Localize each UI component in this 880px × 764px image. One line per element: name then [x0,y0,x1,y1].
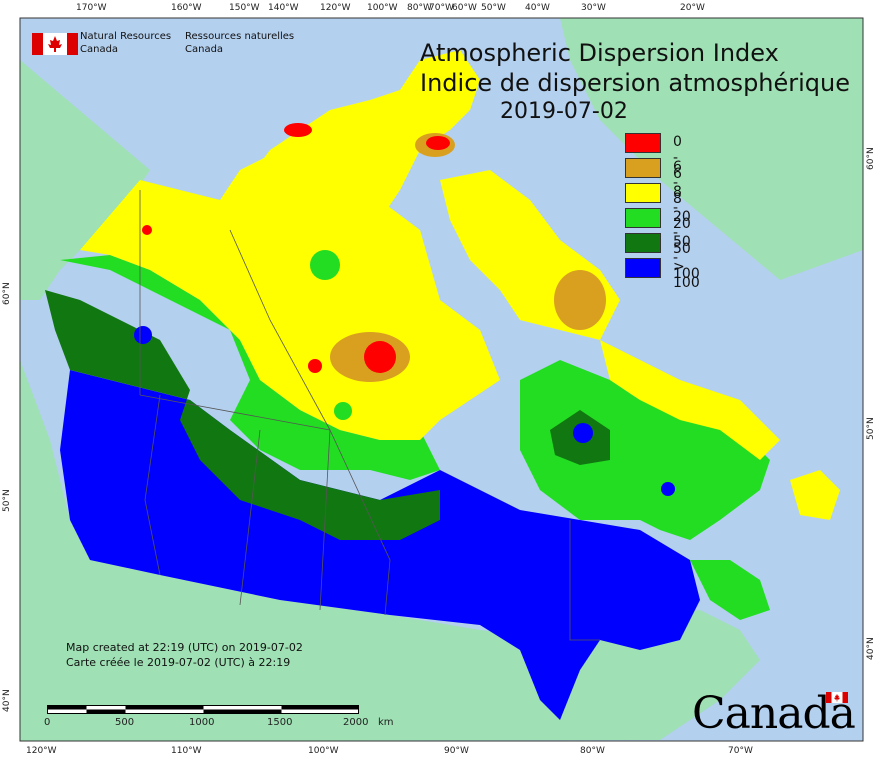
hotspot-nwt-red [308,359,322,373]
agency-name-en-2: Canada [80,44,119,55]
grid-top-label: 100°W [367,3,398,13]
scale-tick: 1000 [189,717,215,728]
legend-label: 6 - 8 [673,159,682,207]
grid-bottom-label: 100°W [308,746,339,756]
scale-tick: 500 [115,717,135,728]
title-french: Indice de dispersion atmosphérique [420,69,851,97]
labrador-yellow [600,340,780,460]
scale-bar-graphic [47,705,359,714]
hotspot-green-2 [310,250,340,280]
creation-note: Map created at 22:19 (UTC) on 2019-07-02… [66,640,303,670]
grid-left-label: 60°N [2,282,12,305]
grid-right-label: 50°N [866,417,876,440]
creation-note-en: Map created at 22:19 (UTC) on 2019-07-02 [66,641,303,654]
grid-bottom-label: 110°W [171,746,202,756]
scale-bar: 0 500 1000 1500 2000 km [44,705,394,729]
grid-right-label: 60°N [866,147,876,170]
region-green-east [520,360,770,540]
hotspot-ungava [554,270,606,330]
grid-top-label: 20°W [680,3,705,13]
grid-top-label: 40°W [525,3,550,13]
region-green-west [60,255,440,480]
legend-swatch [625,258,661,278]
scale-tick: 2000 [343,717,369,728]
agency-name-fr-1: Ressources naturelles [185,31,295,42]
hotspot-hudson-red [364,341,396,373]
hotspot-bc-blue [134,326,152,344]
hotspot-yukon-red [142,225,152,235]
title-english: Atmospheric Dispersion Index [420,39,779,67]
grid-top-label: 80°W [407,3,432,13]
legend-swatch [625,183,661,203]
legend-label: 0 - 6 [673,134,682,182]
grid-top-label: 60°W [452,3,477,13]
hotspot-green-1 [334,402,352,420]
scale-tick: 0 [44,717,51,728]
legend-label: 50 - 100 [673,234,700,282]
grid-right-label: 40°N [866,637,876,660]
blue-spot-quebec [573,423,593,443]
alaska-land [20,60,150,300]
legend-swatch [625,208,661,228]
province-borders [139,190,600,641]
grid-bottom-label: 70°W [728,746,753,756]
maritimes-green [690,560,770,620]
arctic-islands-yellow [240,50,480,220]
hotspot-quebec-blue [661,482,675,496]
legend-label: 20 - 50 [673,209,691,257]
title-date: 2019-07-02 [500,99,628,124]
legend-label: > 100 [673,259,700,291]
scale-unit: km [378,717,394,728]
grid-left-label: 50°N [2,489,12,512]
legend-label: 8 - 20 [673,184,691,232]
greenland-land [560,18,863,280]
legend-swatch [625,133,661,153]
grid-bottom-label: 80°W [580,746,605,756]
creation-note-fr: Carte créée le 2019-07-02 (UTC) à 22:19 [66,656,291,669]
grid-top-label: 150°W [229,3,260,13]
grid-top-label: 50°W [481,3,506,13]
region-darkgreen [45,290,440,540]
grid-top-label: 70°W [429,3,454,13]
canada-flag-icon [32,33,78,55]
hotspot-arctic-red [284,123,312,137]
grid-top-label: 170°W [76,3,107,13]
grid-top-label: 160°W [171,3,202,13]
grid-top-label: 30°W [581,3,606,13]
grid-top-label: 120°W [320,3,351,13]
usa-land [20,560,760,741]
hotspot-ellesmere-red [426,136,450,150]
grid-bottom-label: 90°W [444,746,469,756]
grid-top-label: 140°W [268,3,299,13]
agency-name-fr-2: Canada [185,44,224,55]
agency-name-en-1: Natural Resources [80,31,172,42]
grid-left-label: 40°N [2,689,12,712]
map-title: Atmospheric Dispersion Index Indice de d… [420,38,850,126]
canada-wordmark-flag-icon [826,692,848,703]
newfoundland-yellow [790,470,840,520]
scale-tick: 1500 [267,717,293,728]
grid-bottom-label: 120°W [26,746,57,756]
legend-swatch [625,158,661,178]
usa-west-coast [20,360,90,560]
legend-swatch [625,233,661,253]
